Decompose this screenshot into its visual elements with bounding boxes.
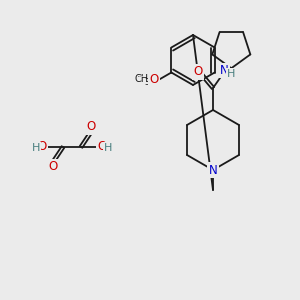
Text: O: O [149, 73, 158, 86]
Text: O: O [86, 121, 96, 134]
Text: H: H [32, 143, 40, 153]
Text: 3: 3 [144, 78, 149, 87]
Text: H: H [104, 143, 112, 153]
Text: O: O [38, 140, 46, 154]
Text: CH: CH [135, 74, 149, 83]
Text: methoxy: methoxy [138, 76, 144, 77]
Text: O: O [194, 65, 203, 79]
Text: O: O [48, 160, 58, 173]
Text: H: H [227, 69, 236, 79]
Text: N: N [208, 164, 217, 176]
Text: O: O [98, 140, 106, 154]
Text: N: N [220, 64, 229, 77]
